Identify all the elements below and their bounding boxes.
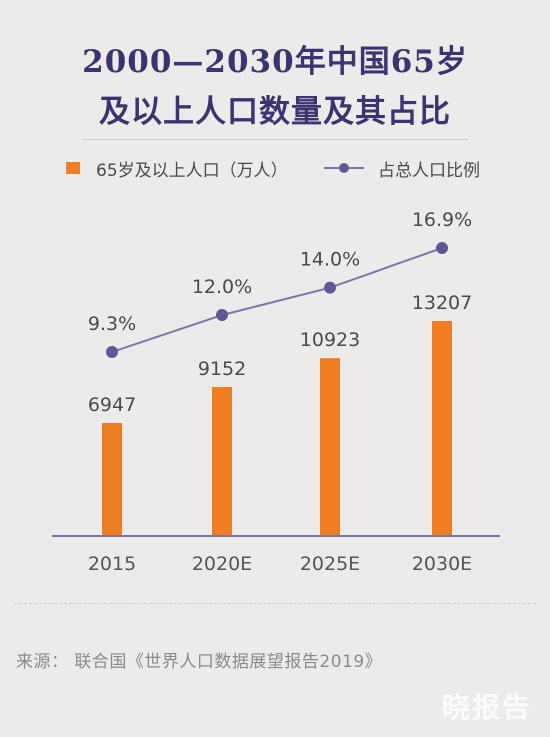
chart-title-line1: 2000—2030年中国65岁 (82, 44, 468, 80)
bar-value-label: 6947 (88, 394, 136, 416)
footer-divider (14, 603, 536, 604)
bar-2030E (432, 321, 452, 536)
ratio-value-label: 16.9% (412, 209, 472, 231)
x-tick-label: 2025E (300, 553, 360, 575)
title-divider (82, 139, 468, 140)
ratio-value-label: 14.0% (300, 249, 360, 271)
legend: 65岁及以上人口（万人） 占总人口比例 (0, 156, 550, 181)
legend-bar-swatch (66, 162, 80, 174)
ratio-point-2020E (216, 309, 228, 322)
bar-value-label: 10923 (300, 329, 360, 351)
combo-chart: 6947 9152 10923 13207 2015 2020E 2025E 2030E 9.3… (52, 209, 500, 575)
bar-value-label: 13207 (412, 292, 472, 314)
ratio-point-2025E (324, 281, 336, 294)
chart-title-line2: 及以上人口数量及其占比 (99, 94, 451, 130)
ratio-line (111, 247, 443, 353)
ratio-point-2030E (436, 242, 448, 254)
bar-2015 (102, 422, 122, 536)
x-tick-label: 2020E (192, 553, 252, 575)
bar-2020E (212, 387, 232, 536)
bar-value-label: 9152 (198, 358, 246, 380)
watermark: 晓报告 (441, 691, 532, 724)
x-tick-label: 2015 (88, 553, 136, 575)
legend-bar-label: 65岁及以上人口（万人） (96, 161, 288, 181)
source-note: 来源： 联合国《世界人口数据展望报告2019》 (16, 652, 383, 672)
ratio-value-label: 9.3% (88, 313, 136, 335)
x-tick-label: 2030E (412, 553, 472, 575)
ratio-point-2015 (106, 346, 118, 358)
ratio-value-label: 12.0% (192, 276, 252, 298)
legend-line-icon (324, 163, 364, 173)
legend-line-label: 占总人口比例 (378, 161, 480, 181)
bar-2025E (320, 358, 340, 536)
